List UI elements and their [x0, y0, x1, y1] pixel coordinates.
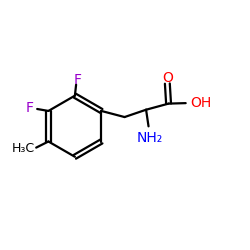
Text: F: F — [25, 101, 33, 115]
Text: NH₂: NH₂ — [137, 131, 163, 145]
Text: O: O — [162, 71, 173, 85]
Text: H₃C: H₃C — [12, 142, 35, 155]
Text: OH: OH — [190, 96, 212, 110]
Text: F: F — [73, 73, 81, 87]
